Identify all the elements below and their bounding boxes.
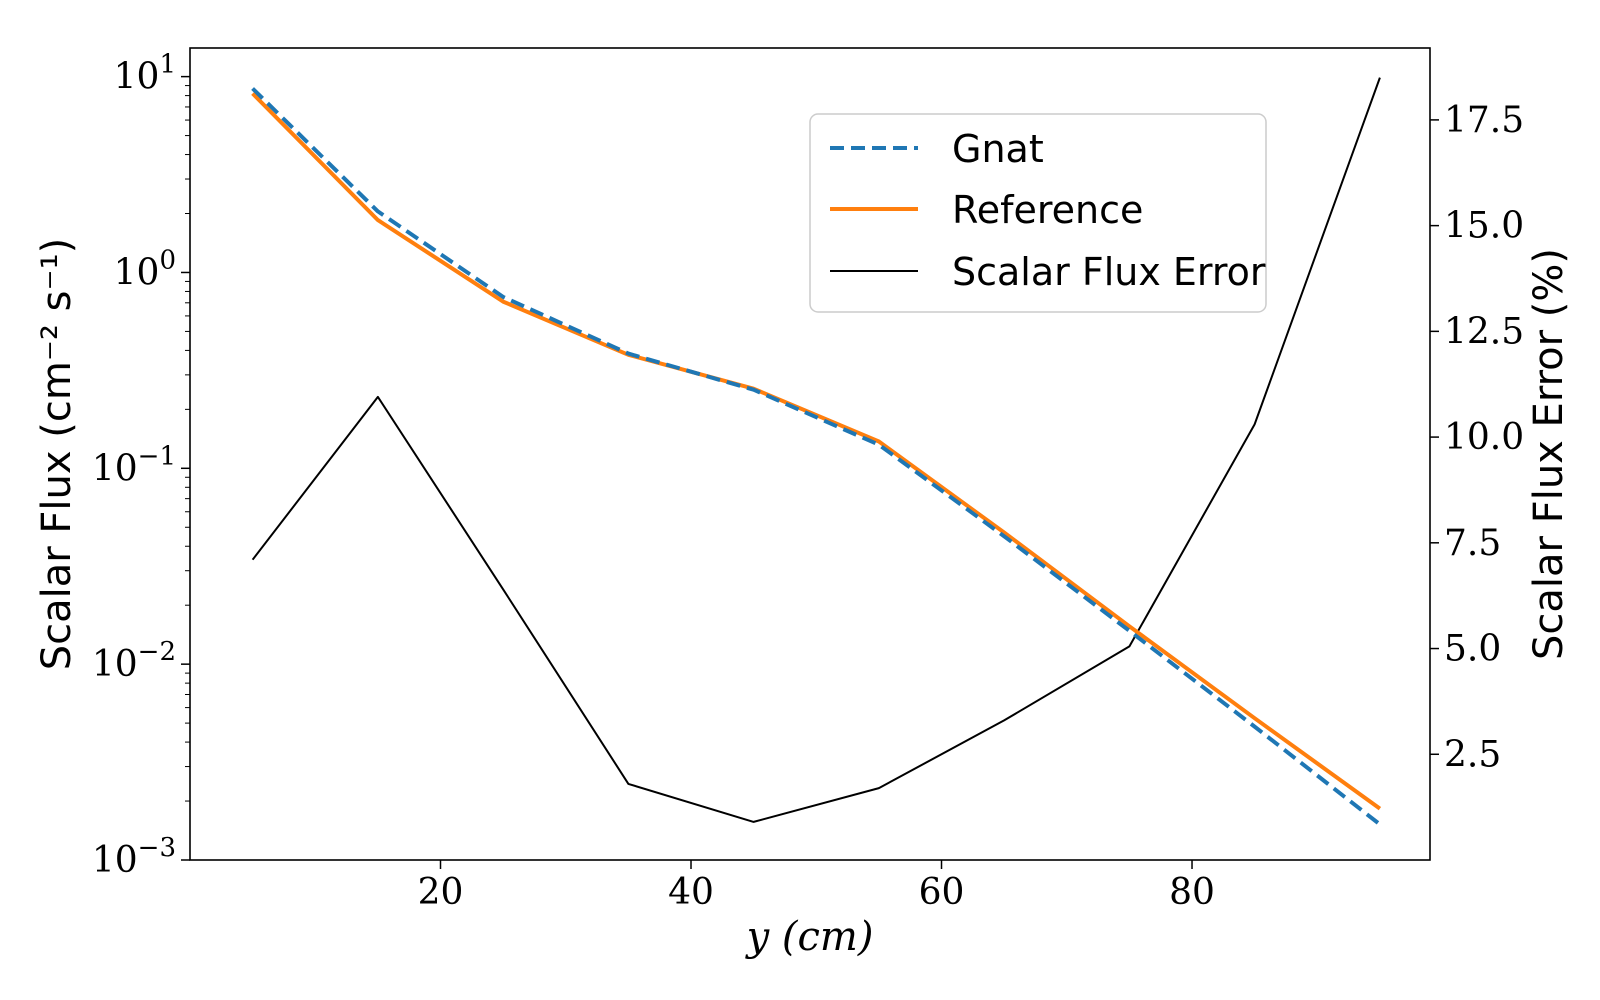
y2-tick-label: 2.5 [1444,734,1501,775]
y-tick-label: 10−1 [92,441,176,489]
y2-tick-label: 10.0 [1444,417,1524,458]
y2-tick-label: 17.5 [1444,100,1524,141]
series-lines [251,77,1382,826]
y-axis-title: Scalar Flux (cm⁻² s⁻¹) [34,238,80,671]
series-line-scalar-flux-error [251,77,1381,823]
legend-label-reference: Reference [952,188,1143,232]
legend-label-gnat: Gnat [952,127,1044,171]
x-tick-label: 20 [418,872,464,913]
x-tick-label: 60 [919,872,965,913]
series-line-gnat [251,87,1382,826]
y2-tick-label: 15.0 [1444,206,1524,247]
y-tick-label: 101 [114,50,176,98]
y2-tick-label: 5.0 [1444,629,1501,670]
x-axis-title: y (cm) [745,914,874,960]
legend: Gnat Reference Scalar Flux Error [809,113,1267,313]
y2-tick-label: 12.5 [1444,311,1524,352]
y2-axis-title: Scalar Flux Error (%) [1526,248,1572,660]
axis-ticks: 20 40 60 80 101 100 10−1 10−2 10−3 2.5 5.0 7.5 10.0 1… [92,50,1524,913]
x-tick-label: 40 [668,872,714,913]
legend-label-error: Scalar Flux Error [952,250,1266,294]
y-tick-label: 10−2 [92,637,176,685]
plot-frame [189,47,1431,861]
y-tick-label: 10−3 [92,833,176,881]
legend-box [809,113,1267,313]
y2-tick-label: 7.5 [1444,523,1501,564]
x-tick-label: 80 [1169,872,1215,913]
y-tick-label: 100 [114,245,176,293]
